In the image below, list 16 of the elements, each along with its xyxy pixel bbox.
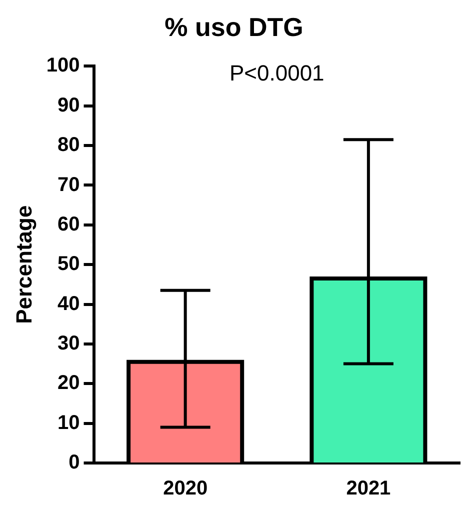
x-tick-label: 2020 — [163, 478, 208, 500]
annotation: P<0.0001 — [229, 60, 324, 86]
chart-title: % uso DTG — [164, 12, 304, 42]
y-axis-title: Percentage — [11, 205, 36, 324]
y-tick-label: 60 — [58, 213, 80, 236]
y-tick-label: 50 — [58, 253, 80, 276]
y-tick-label: 40 — [58, 292, 80, 315]
y-tick-label: 20 — [58, 372, 80, 394]
y-tick-label: 80 — [58, 134, 80, 156]
y-tick-label: 0 — [68, 452, 80, 474]
y-tick-label: 30 — [58, 332, 80, 354]
y-tick-label: 100 — [46, 54, 80, 77]
y-tick-label: 70 — [58, 174, 80, 196]
x-tick-label: 2021 — [346, 478, 391, 500]
y-tick-label: 10 — [58, 412, 80, 434]
y-tick-label: 90 — [58, 94, 80, 116]
